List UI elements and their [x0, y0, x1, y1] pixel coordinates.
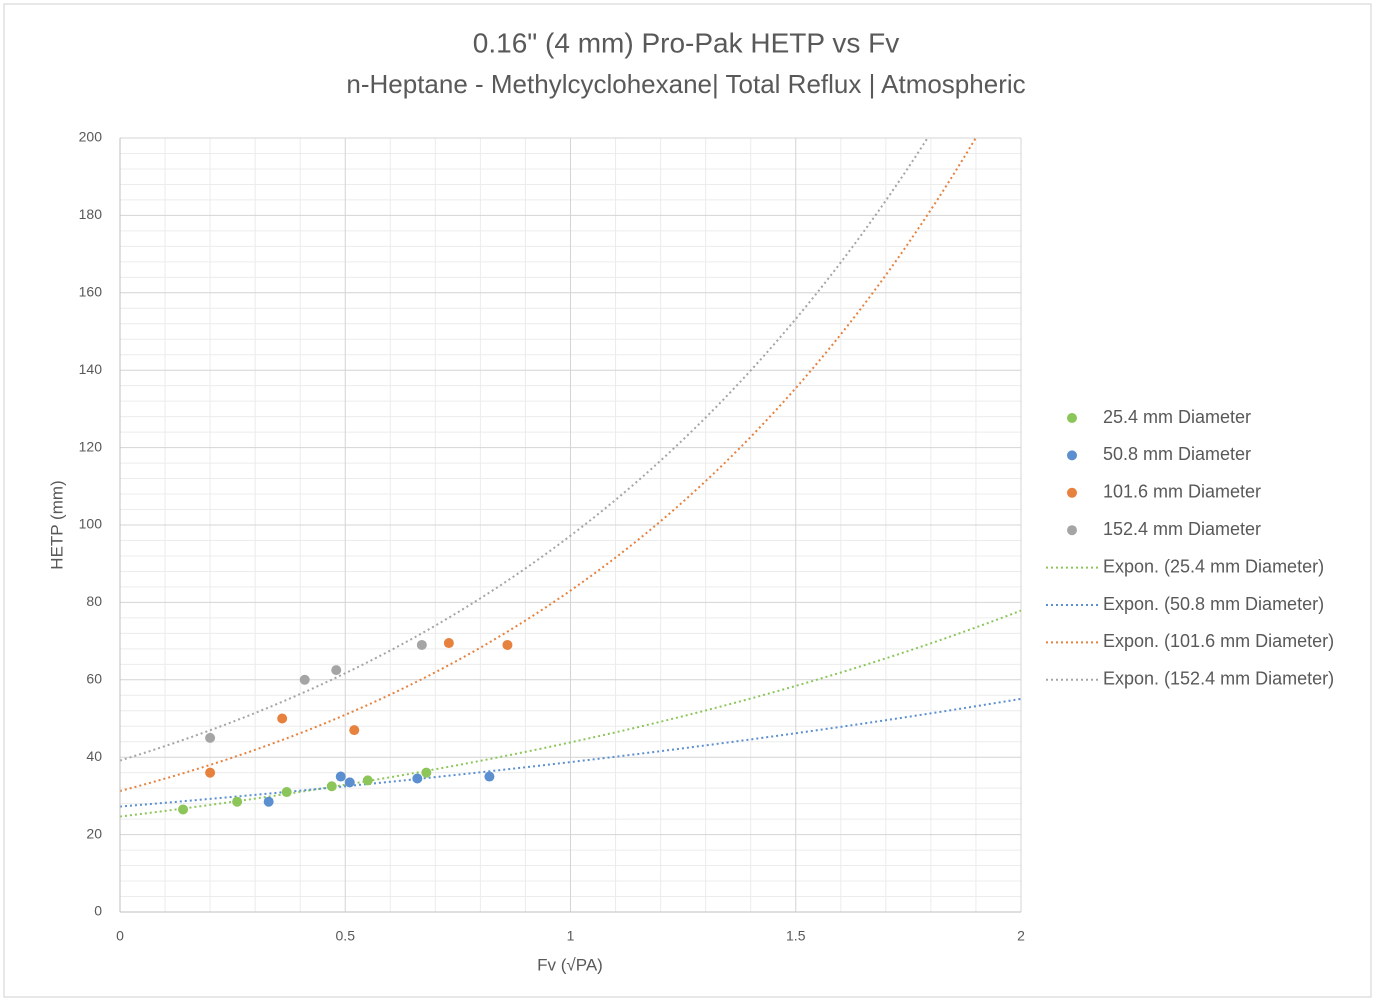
- y-tick-label: 160: [79, 284, 103, 300]
- trendline: [120, 138, 929, 762]
- point: [263, 796, 274, 807]
- y-tick-label: 20: [86, 825, 102, 841]
- chart-subtitle: n-Heptane - Methylcyclohexane| Total Ref…: [346, 69, 1025, 99]
- point: [331, 665, 342, 676]
- x-tick-label: 1: [567, 928, 575, 944]
- point: [344, 777, 355, 788]
- point: [232, 796, 243, 807]
- legend-label: Expon. (101.6 mm Diameter): [1103, 631, 1334, 651]
- point: [502, 639, 513, 650]
- plot-area: [120, 138, 1021, 818]
- point: [416, 639, 427, 650]
- x-tick-label: 0.5: [336, 928, 356, 944]
- legend-marker: [1067, 525, 1077, 536]
- point: [412, 773, 423, 784]
- legend-marker: [1067, 450, 1077, 461]
- x-tick-label: 2: [1017, 928, 1025, 944]
- point: [299, 674, 310, 685]
- y-tick-label: 180: [79, 206, 103, 222]
- y-tick-label: 120: [79, 438, 103, 454]
- point: [205, 732, 216, 743]
- legend-label: Expon. (25.4 mm Diameter): [1103, 556, 1324, 576]
- point: [362, 775, 373, 786]
- point: [421, 767, 432, 778]
- y-tick-label: 80: [86, 593, 102, 609]
- trendline: [120, 609, 1021, 818]
- x-tick-label: 0: [116, 928, 124, 944]
- y-tick-label: 100: [79, 516, 103, 532]
- y-tick-label: 0: [94, 903, 102, 919]
- point: [335, 771, 346, 782]
- chart-title: 0.16" (4 mm) Pro-Pak HETP vs Fv: [473, 27, 899, 58]
- trendline: [120, 138, 977, 792]
- point: [178, 804, 189, 815]
- legend-label: Expon. (152.4 mm Diameter): [1103, 669, 1334, 689]
- y-axis-label: HETP (mm): [47, 480, 66, 569]
- y-tick-label: 60: [86, 671, 102, 687]
- point: [484, 771, 495, 782]
- point: [349, 725, 360, 736]
- trendline: [120, 697, 1021, 808]
- legend-marker: [1067, 487, 1077, 498]
- x-axis-label: Fv (√PA): [537, 955, 603, 974]
- legend-label: 101.6 mm Diameter: [1103, 482, 1261, 502]
- legend-marker: [1067, 413, 1077, 423]
- point: [205, 767, 216, 778]
- point: [277, 713, 288, 724]
- y-tick-label: 200: [79, 129, 103, 145]
- x-tick-label: 1.5: [786, 928, 806, 944]
- y-tick-label: 40: [86, 748, 102, 764]
- legend-label: 152.4 mm Diameter: [1103, 519, 1261, 539]
- point: [281, 787, 292, 798]
- point: [443, 638, 454, 649]
- chart-border: [3, 3, 1372, 998]
- legend-label: Expon. (50.8 mm Diameter): [1103, 594, 1324, 614]
- legend-label: 50.8 mm Diameter: [1103, 444, 1251, 464]
- legend-label: 25.4 mm Diameter: [1103, 407, 1251, 427]
- point: [326, 781, 337, 792]
- y-tick-label: 140: [79, 361, 103, 377]
